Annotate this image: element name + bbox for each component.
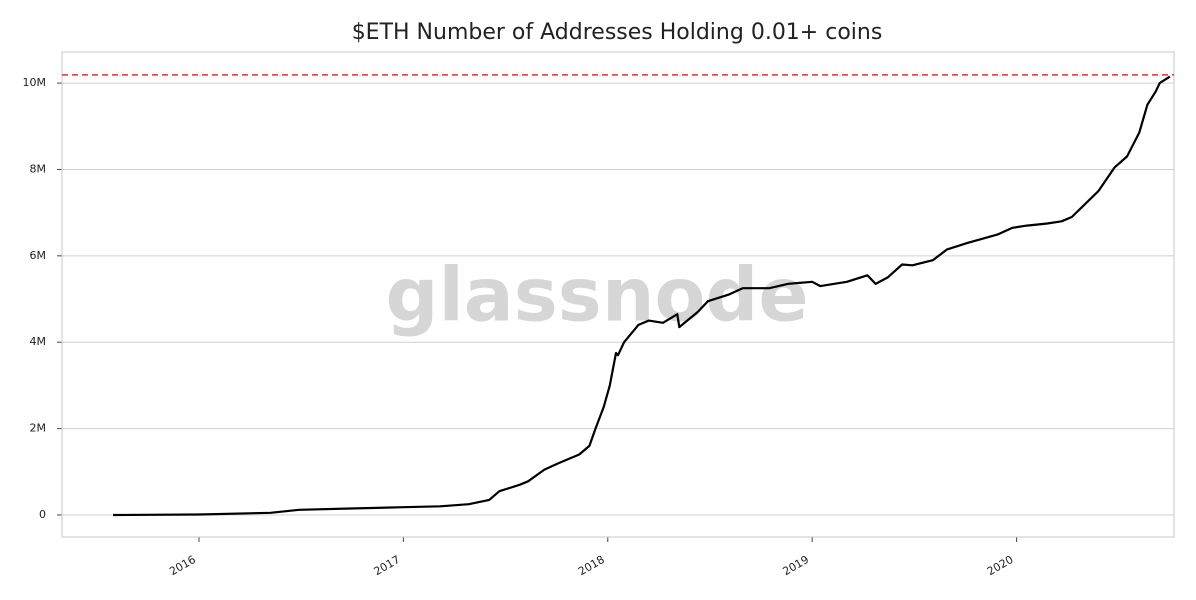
- x-tick-label: 2020: [985, 553, 1016, 578]
- y-tick-label: 4M: [30, 335, 47, 348]
- chart-title: $ETH Number of Addresses Holding 0.01+ c…: [352, 20, 883, 45]
- x-tick-label: 2018: [576, 553, 607, 578]
- y-tick-label: 2M: [30, 422, 47, 435]
- data-line: [113, 75, 1171, 517]
- x-tick-label: 2016: [167, 553, 198, 578]
- x-tick-label: 2017: [372, 553, 403, 578]
- y-tick-label: 0: [39, 508, 46, 521]
- y-tick-label: 10M: [23, 76, 47, 89]
- plot-frame: [61, 51, 1175, 538]
- y-tick-label: 6M: [30, 249, 47, 262]
- watermark: glassnode: [385, 253, 808, 339]
- x-tick-label: 2019: [780, 553, 811, 578]
- y-tick-label: 8M: [30, 162, 47, 175]
